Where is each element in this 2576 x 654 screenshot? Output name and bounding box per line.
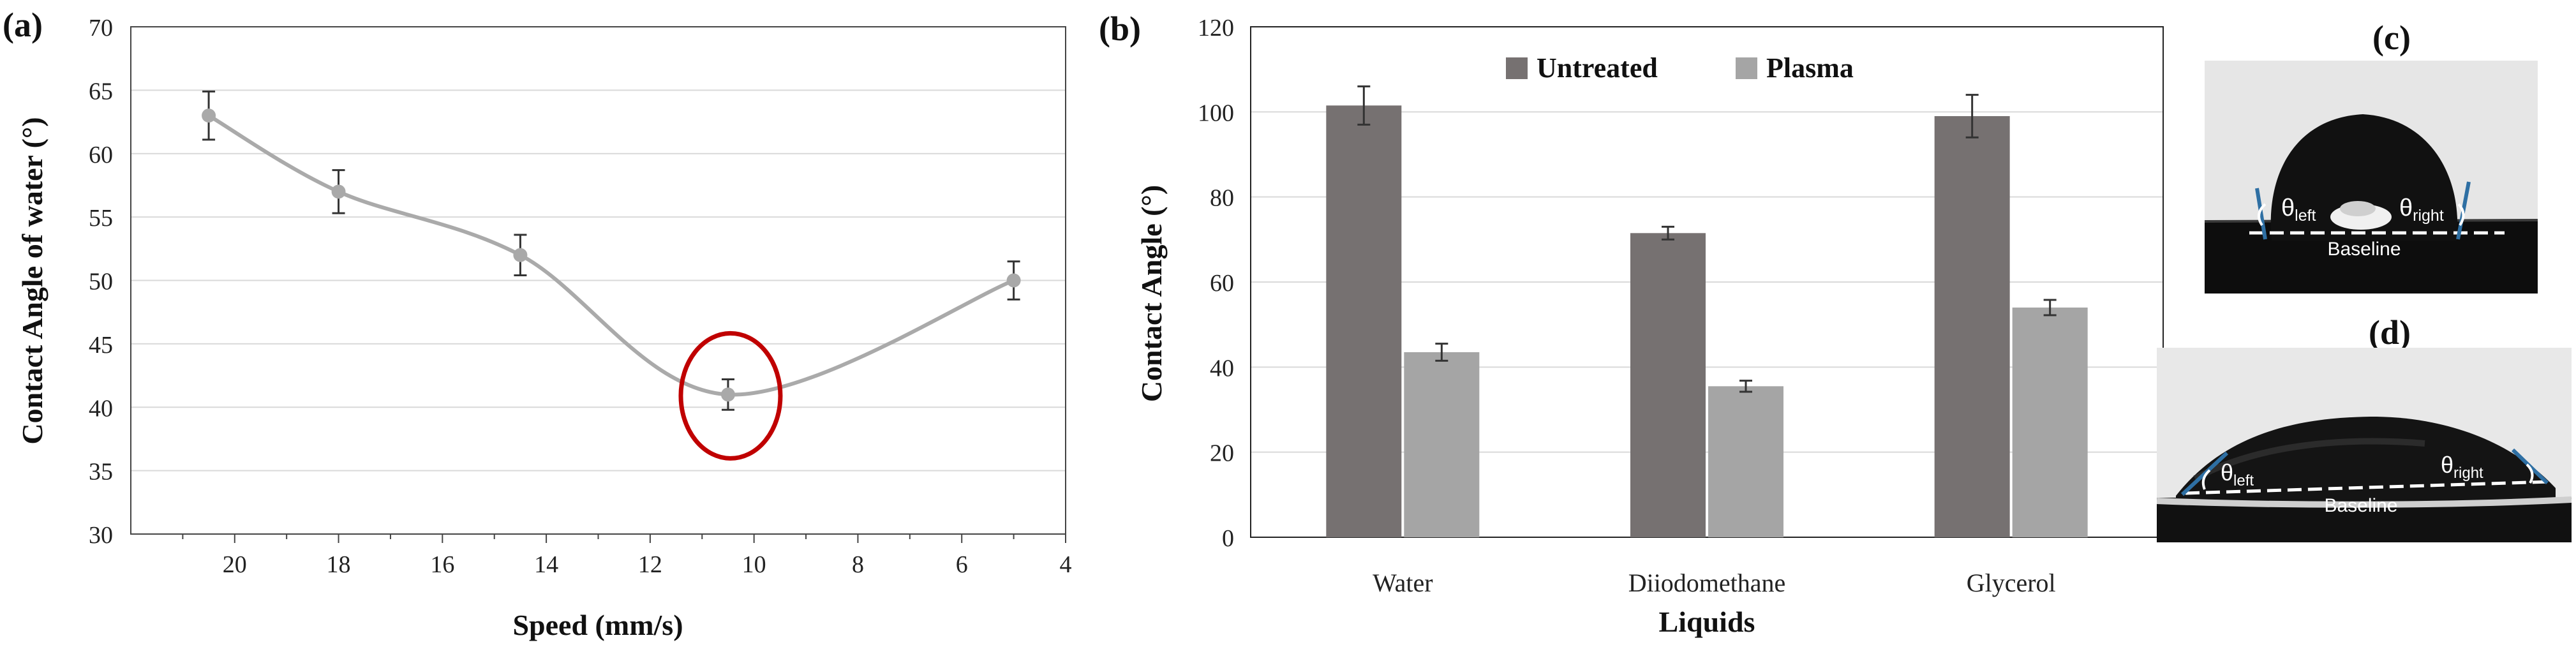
chart-a-x-axis-label: Speed (mm/s)	[512, 609, 683, 641]
chart-a-x-tick-label: 16	[430, 551, 454, 578]
panel-label-a: (a)	[3, 6, 43, 44]
chart-a-gridlines	[131, 26, 1066, 535]
chart-a-x-tick-label: 10	[742, 551, 766, 578]
chart-b-bar-untreated	[1934, 116, 2010, 537]
baseline-label: Baseline	[2324, 495, 2397, 516]
chart-a-y-tick-label: 70	[89, 15, 113, 41]
chart-b-bar-untreated	[1326, 105, 1402, 538]
chart-a-x-tick-label: 18	[327, 551, 351, 578]
chart-a-y-ticks: 30 35 40 45 50 55 60 65 70	[89, 15, 113, 549]
chart-b-bar-plasma	[1404, 352, 1480, 537]
chart-a-points	[202, 90, 1021, 411]
chart-a-x-tick-label: 6	[956, 551, 968, 578]
chart-b-y-ticks: 0 20 40 60 80 100 120	[1198, 15, 1234, 552]
chart-b-y-tick-label: 20	[1210, 440, 1234, 467]
chart-a-y-tick-label: 60	[89, 142, 113, 168]
chart-a-x-tick-label: 4	[1060, 551, 1072, 578]
tangent-left	[2255, 188, 2267, 240]
chart-a-data-point	[331, 184, 346, 199]
theta-right-label: θright	[2399, 195, 2444, 225]
chart-b-legend-label-untreated: Untreated	[1537, 52, 1658, 84]
chart-b-y-tick-label: 60	[1210, 270, 1234, 297]
chart-b-y-tick-label: 120	[1198, 15, 1234, 41]
chart-b-bars	[1326, 85, 2088, 538]
chart-b-legend-label-plasma: Plasma	[1766, 52, 1854, 84]
chart-b-legend-swatch-plasma	[1736, 57, 1757, 79]
panel-label-c: (c)	[2372, 19, 2411, 57]
chart-a-x-ticks: 20 18 16 14 12 10 8 6 4	[182, 534, 1072, 578]
chart-b-y-tick-label: 80	[1210, 185, 1234, 212]
tangent-left	[2180, 451, 2229, 496]
chart-b-bar-untreated	[1630, 233, 1706, 537]
line-chart-speed-vs-contact-angle: 30 35 40 45 50 55 60 65 70 20 18 16 14 12 10 8 6 4 Speed…	[16, 15, 1072, 641]
chart-b-legend: Untreated Plasma	[1506, 52, 1854, 84]
chart-a-data-point	[720, 387, 735, 402]
chart-b-category-label: Glycerol	[1967, 569, 2056, 597]
chart-a-data-point	[1006, 273, 1021, 288]
chart-a-y-tick-label: 30	[89, 522, 113, 549]
chart-a-y-tick-label: 50	[89, 269, 113, 295]
panel-label-d: (d)	[2369, 313, 2411, 352]
chart-a-y-tick-label: 55	[89, 205, 113, 232]
droplet	[2270, 114, 2458, 241]
chart-a-x-tick-label: 14	[534, 551, 558, 578]
chart-a-y-tick-label: 45	[89, 332, 113, 359]
chart-b-y-tick-label: 100	[1198, 100, 1234, 126]
chart-a-series-line	[207, 114, 1015, 397]
chart-b-x-axis-label: Liquids	[1659, 606, 1755, 638]
theta-left-label: θleft	[2281, 195, 2316, 225]
chart-a-data-point	[202, 108, 216, 123]
baseline-label: Baseline	[2327, 239, 2401, 260]
chart-b-y-axis-label: Contact Angle (°)	[1135, 185, 1168, 402]
bar-chart-liquids-contact-angle: 0 20 40 60 80 100 120 Water Diiodomethane Glycer…	[1135, 15, 2164, 638]
chart-a-x-tick-label: 20	[223, 551, 247, 578]
panel-label-b: (b)	[1099, 10, 1141, 48]
chart-a-y-tick-label: 40	[89, 395, 113, 422]
chart-a-highlight-circle	[678, 331, 783, 461]
chart-a-y-axis-label: Contact Angle of water (°)	[16, 117, 48, 444]
chart-b-legend-swatch-untreated	[1506, 57, 1528, 79]
chart-b-bar-plasma	[2012, 308, 2088, 537]
chart-b-y-tick-label: 0	[1222, 525, 1234, 552]
chart-a-data-point	[513, 248, 528, 262]
droplet	[2176, 417, 2556, 501]
theta-left-label: θleft	[2221, 459, 2254, 489]
chart-b-category-labels: Water Diiodomethane Glycerol	[1373, 569, 2056, 597]
chart-b-plot-frame	[1250, 26, 2164, 538]
chart-b-category-label: Water	[1373, 569, 1433, 597]
chart-b-category-label: Diiodomethane	[1628, 569, 1786, 597]
theta-right-label: θright	[2441, 452, 2483, 482]
chart-a-y-tick-label: 35	[89, 459, 113, 486]
chart-b-y-tick-label: 40	[1210, 355, 1234, 382]
chart-a-x-tick-label: 8	[852, 551, 864, 578]
photo-droplet-plasma: θleft θright Baseline	[2157, 348, 2572, 542]
chart-b-bar-plasma	[1708, 386, 1783, 537]
chart-a-x-tick-label: 12	[638, 551, 662, 578]
photo-droplet-untreated: θleft θright Baseline	[2205, 61, 2538, 294]
chart-a-y-tick-label: 65	[89, 78, 113, 105]
